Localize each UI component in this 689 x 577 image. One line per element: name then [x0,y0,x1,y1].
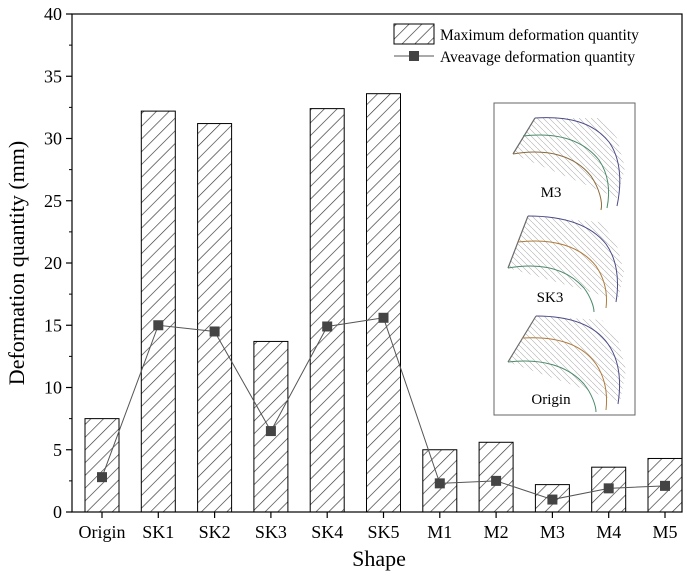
legend-marker-avg [409,51,419,61]
y-tick-label: 20 [44,253,62,273]
y-tick-label: 0 [53,502,62,522]
avg-point-sk3 [265,426,276,437]
legend-label-max: Maximum deformation quantity [440,27,639,44]
x-tick-label: SK5 [367,522,399,542]
sk3-shape-illustration [507,215,624,313]
x-tick-label: SK4 [311,522,343,542]
x-tick-label: SK2 [199,522,231,542]
x-tick-label: M2 [484,522,509,542]
bar-sk2 [197,123,233,513]
inset-panel: M3 SK3 Origin [493,102,636,416]
bars-layer [84,93,683,513]
avg-point-m1 [434,478,445,489]
m3-shape-illustration [512,117,625,211]
avg-point-m4 [603,483,614,494]
avg-point-m5 [660,480,670,491]
bar-origin [84,418,120,513]
y-axis-label: Deformation quantity (mm) [4,141,29,385]
y-tick-label: 15 [44,315,62,335]
y-tick-label: 25 [44,191,62,211]
y-tick-label: 30 [44,129,62,149]
legend: Maximum deformation quantity Aveavage de… [393,23,639,66]
x-tick-label: SK3 [255,522,287,542]
avg-point-sk4 [322,321,333,332]
legend-label-avg: Aveavage deformation quantity [440,49,635,66]
line-layer [97,312,670,505]
inset-label-m3: M3 [541,185,562,201]
avg-point-m2 [491,475,502,486]
y-tick-label: 10 [44,378,62,398]
legend-swatch-max [393,23,435,45]
y-tick-label: 5 [53,440,62,460]
bar-sk5 [366,93,401,513]
x-tick-label: M3 [540,522,565,542]
avg-point-sk5 [378,312,389,323]
bar-m2 [478,441,514,513]
x-tick-label: M1 [427,522,452,542]
y-tick-label: 40 [44,4,62,24]
avg-point-origin [97,472,107,483]
x-tick-label: Origin [79,522,126,542]
x-tick-label: M4 [596,522,621,542]
avg-point-m3 [547,494,558,505]
x-axis-label: Shape [352,546,406,571]
axes-layer: 0 5 10 15 20 25 30 35 40 Origin SK1 SK2 SK3 SK4 SK5 M1 M… [44,4,683,542]
inset-label-origin: Origin [531,392,571,408]
x-tick-label: M5 [652,522,677,542]
avg-point-sk2 [209,326,220,337]
bar-sk4 [309,108,345,513]
y-tick-label: 35 [44,66,62,86]
x-tick-label: SK1 [142,522,174,542]
origin-shape-illustration [507,315,626,413]
bar-sk1 [140,110,176,513]
inset-label-sk3: SK3 [537,290,564,306]
avg-point-sk1 [153,320,164,331]
